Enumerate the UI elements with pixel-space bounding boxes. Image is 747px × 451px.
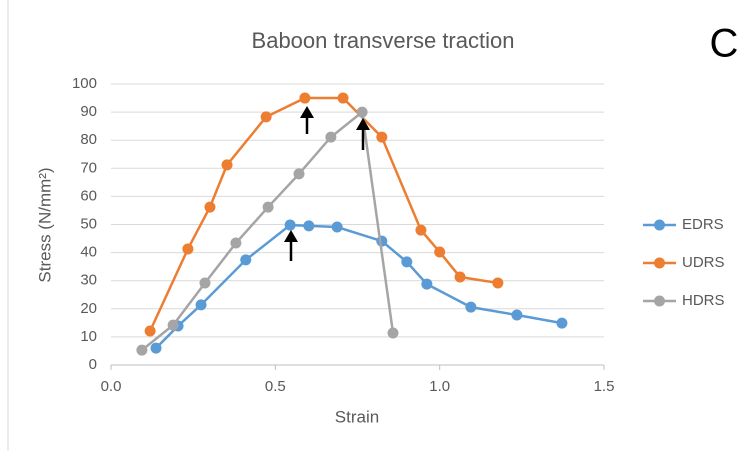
data-point: [204, 201, 216, 213]
y-tick-label: 70: [80, 159, 97, 176]
legend-label: EDRS: [682, 216, 724, 233]
data-point: [401, 256, 413, 268]
series-line: [141, 109, 395, 352]
data-point: [260, 111, 272, 123]
data-point: [182, 243, 194, 255]
series-line: [148, 96, 499, 332]
data-point: [511, 309, 523, 321]
legend-label: UDRS: [682, 254, 725, 271]
y-tick-label: 40: [80, 244, 97, 261]
data-point: [421, 278, 433, 290]
data-point: [325, 131, 337, 143]
data-point: [492, 277, 504, 289]
data-point: [284, 219, 296, 231]
data-point: [195, 299, 207, 311]
data-point: [167, 319, 179, 331]
data-point: [230, 237, 242, 249]
arrows: [284, 106, 370, 261]
x-tick-label: 0.0: [101, 378, 122, 395]
data-point: [262, 201, 274, 213]
data-point: [454, 271, 466, 283]
y-tick-label: 100: [72, 75, 97, 92]
data-point: [240, 254, 252, 266]
data-point: [465, 301, 477, 313]
legend-label: HDRS: [682, 292, 725, 309]
data-point: [415, 224, 427, 236]
data-point: [303, 220, 315, 232]
panel-label: C: [710, 22, 739, 66]
y-axis-label: Stress (N/mm²): [35, 167, 54, 282]
data-point: [150, 342, 162, 354]
legend-marker: [654, 295, 665, 307]
data-point: [293, 168, 305, 180]
y-tick-label: 50: [80, 215, 97, 232]
data-point: [199, 277, 211, 289]
grid: 0 10 20 30 40 50 60 70 80 90 100 0.0 0.5 1.0 1.5: [72, 75, 614, 395]
data-point: [299, 92, 311, 104]
y-tick-label: 20: [80, 300, 97, 317]
data-point: [387, 327, 399, 339]
arrow-head: [356, 118, 370, 130]
arrow-head: [300, 106, 314, 118]
legend-marker: [654, 219, 665, 231]
data-point: [136, 344, 148, 356]
y-tick-label: 80: [80, 131, 97, 148]
x-tick-label: 0.5: [265, 378, 286, 395]
x-tick-label: 1.0: [429, 378, 450, 395]
x-tick-label: 1.5: [594, 378, 615, 395]
data-point: [144, 325, 156, 337]
data-point: [434, 246, 446, 258]
y-tick-label: 30: [80, 272, 97, 289]
data-point: [556, 317, 568, 329]
y-tick-label: 90: [80, 103, 97, 120]
data-point: [356, 106, 368, 118]
y-tick-label: 60: [80, 187, 97, 204]
data-point: [221, 159, 233, 171]
x-axis-label: Strain: [335, 407, 379, 426]
data-point: [331, 221, 343, 233]
data-point: [376, 131, 388, 143]
arrow-head: [284, 230, 298, 242]
data-point: [337, 92, 349, 104]
y-tick-label: 0: [89, 356, 97, 373]
chart-title: Baboon transverse traction: [252, 28, 515, 53]
y-tick-label: 10: [80, 328, 97, 345]
plot: EDRS UDRS HDRS: [136, 92, 725, 356]
legend-marker: [654, 257, 665, 269]
